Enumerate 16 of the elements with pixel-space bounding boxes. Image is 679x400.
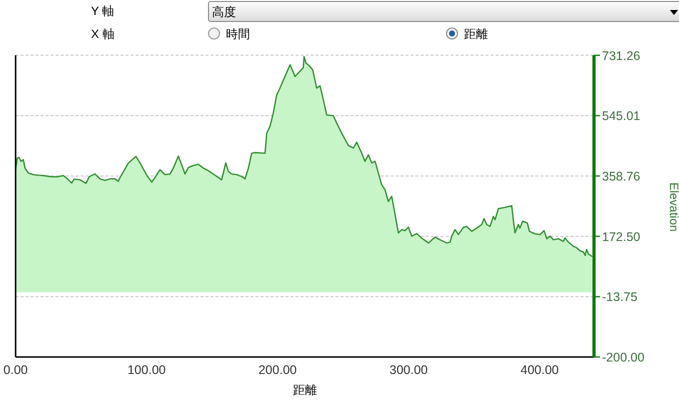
y-tick-label: 172.50 — [602, 230, 640, 244]
x-tick-label: 0.00 — [3, 363, 28, 377]
control-dropdown: 高度 — [208, 1, 679, 22]
y-tick-label: 545.01 — [602, 109, 640, 124]
x-tick-label: 300.00 — [390, 363, 428, 377]
x-tick-label: 400.00 — [520, 363, 559, 377]
y-tick-label: -13.75 — [602, 290, 638, 304]
x-axis-title: 距離 — [292, 383, 317, 397]
y-tick-label: 731.26 — [602, 48, 640, 63]
x-tick-label: 100.00 — [128, 363, 166, 377]
control-label-y: Y 軸 — [91, 4, 114, 18]
y-tick-label: -200.00 — [602, 350, 644, 364]
y-axis-title: Elevation — [667, 182, 679, 232]
x-tick-label: 200.00 — [258, 363, 297, 377]
y-tick-label: 358.76 — [602, 169, 640, 184]
control-label-x: X 軸 — [91, 27, 114, 41]
